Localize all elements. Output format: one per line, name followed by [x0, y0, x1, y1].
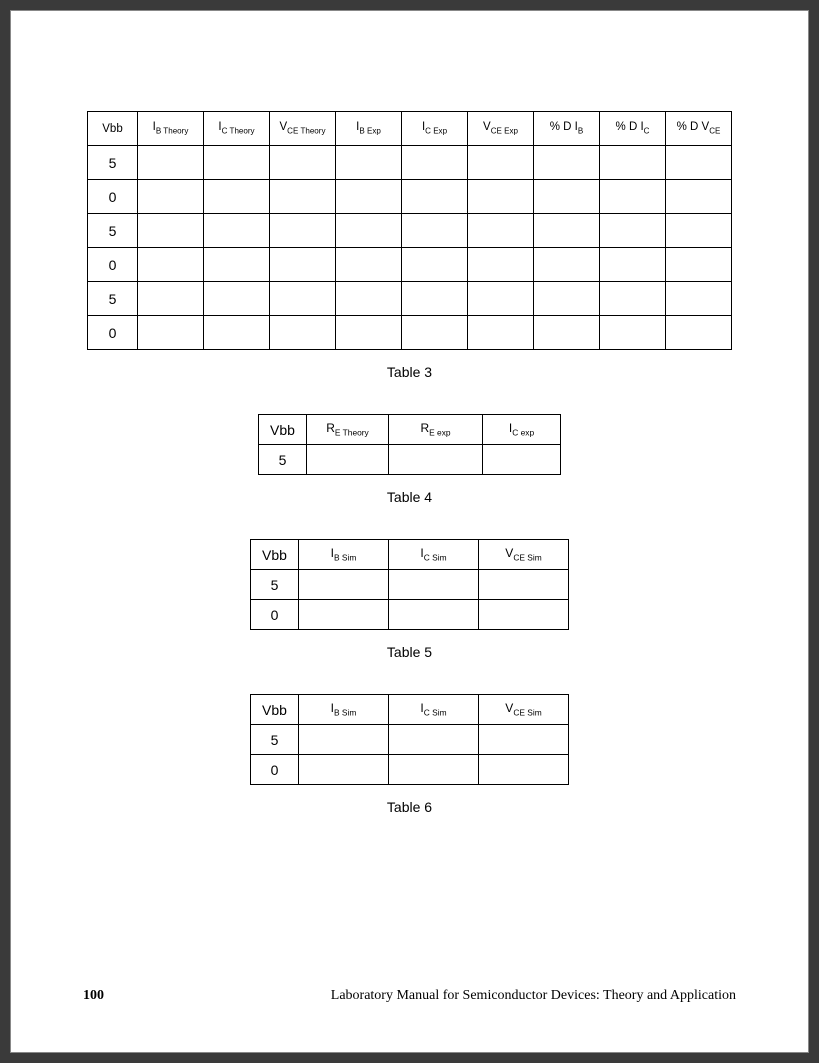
cell-vbb: 0	[88, 316, 138, 350]
table-4-caption: Table 4	[83, 489, 736, 505]
table-row: 5	[251, 725, 569, 755]
col-ib-sim: IB Sim	[299, 695, 389, 725]
cell-vbb: 5	[88, 146, 138, 180]
cell-vbb: 0	[88, 180, 138, 214]
table-header-row: Vbb RE Theory RE exp IC exp	[259, 415, 561, 445]
cell-vbb: 5	[88, 282, 138, 316]
cell-vbb: 5	[88, 214, 138, 248]
cell-vbb: 0	[251, 755, 299, 785]
table-row: 5	[88, 146, 732, 180]
col-vbb: Vbb	[259, 415, 307, 445]
table-6-caption: Table 6	[83, 799, 736, 815]
col-ib-exp: IB Exp	[336, 112, 402, 146]
table-6: Vbb IB Sim IC Sim VCE Sim 5 0	[250, 694, 569, 785]
col-vce-theory: VCE Theory	[270, 112, 336, 146]
table-header-row: Vbb IB Sim IC Sim VCE Sim	[251, 695, 569, 725]
cell-vbb: 5	[259, 445, 307, 475]
col-ic-sim: IC Sim	[389, 540, 479, 570]
document-page: Vbb IB Theory IC Theory VCE Theory IB Ex…	[10, 10, 809, 1053]
col-ic-exp: IC exp	[483, 415, 561, 445]
footer-title: Laboratory Manual for Semiconductor Devi…	[331, 988, 736, 1004]
table-header-row: Vbb IB Theory IC Theory VCE Theory IB Ex…	[88, 112, 732, 146]
col-pd-ic: % D IC	[600, 112, 666, 146]
table-row: 5	[88, 282, 732, 316]
table-row: 0	[88, 248, 732, 282]
table-3-caption: Table 3	[83, 364, 736, 380]
cell-vbb: 5	[251, 725, 299, 755]
table-row: 0	[251, 600, 569, 630]
table-3: Vbb IB Theory IC Theory VCE Theory IB Ex…	[87, 111, 732, 350]
col-vce-sim: VCE Sim	[479, 540, 569, 570]
col-ic-sim: IC Sim	[389, 695, 479, 725]
table-row: 0	[251, 755, 569, 785]
table-5-caption: Table 5	[83, 644, 736, 660]
table-5: Vbb IB Sim IC Sim VCE Sim 5 0	[250, 539, 569, 630]
col-ic-theory: IC Theory	[204, 112, 270, 146]
col-vbb: Vbb	[251, 695, 299, 725]
cell-vbb: 0	[88, 248, 138, 282]
table-4: Vbb RE Theory RE exp IC exp 5	[258, 414, 561, 475]
page-number: 100	[83, 988, 104, 1004]
col-re-exp: RE exp	[389, 415, 483, 445]
col-vce-sim: VCE Sim	[479, 695, 569, 725]
col-ib-theory: IB Theory	[138, 112, 204, 146]
col-ic-exp: IC Exp	[402, 112, 468, 146]
cell-vbb: 5	[251, 570, 299, 600]
table-row: 5	[88, 214, 732, 248]
col-vbb: Vbb	[88, 112, 138, 146]
col-re-theory: RE Theory	[307, 415, 389, 445]
cell-vbb: 0	[251, 600, 299, 630]
col-vbb: Vbb	[251, 540, 299, 570]
table-row: 5	[251, 570, 569, 600]
col-vce-exp: VCE Exp	[468, 112, 534, 146]
table-row: 0	[88, 316, 732, 350]
table-row: 5	[259, 445, 561, 475]
table-row: 0	[88, 180, 732, 214]
col-pd-ib: % D IB	[534, 112, 600, 146]
table-header-row: Vbb IB Sim IC Sim VCE Sim	[251, 540, 569, 570]
col-ib-sim: IB Sim	[299, 540, 389, 570]
col-pd-vce: % D VCE	[666, 112, 732, 146]
page-footer: 100 Laboratory Manual for Semiconductor …	[83, 988, 736, 1004]
